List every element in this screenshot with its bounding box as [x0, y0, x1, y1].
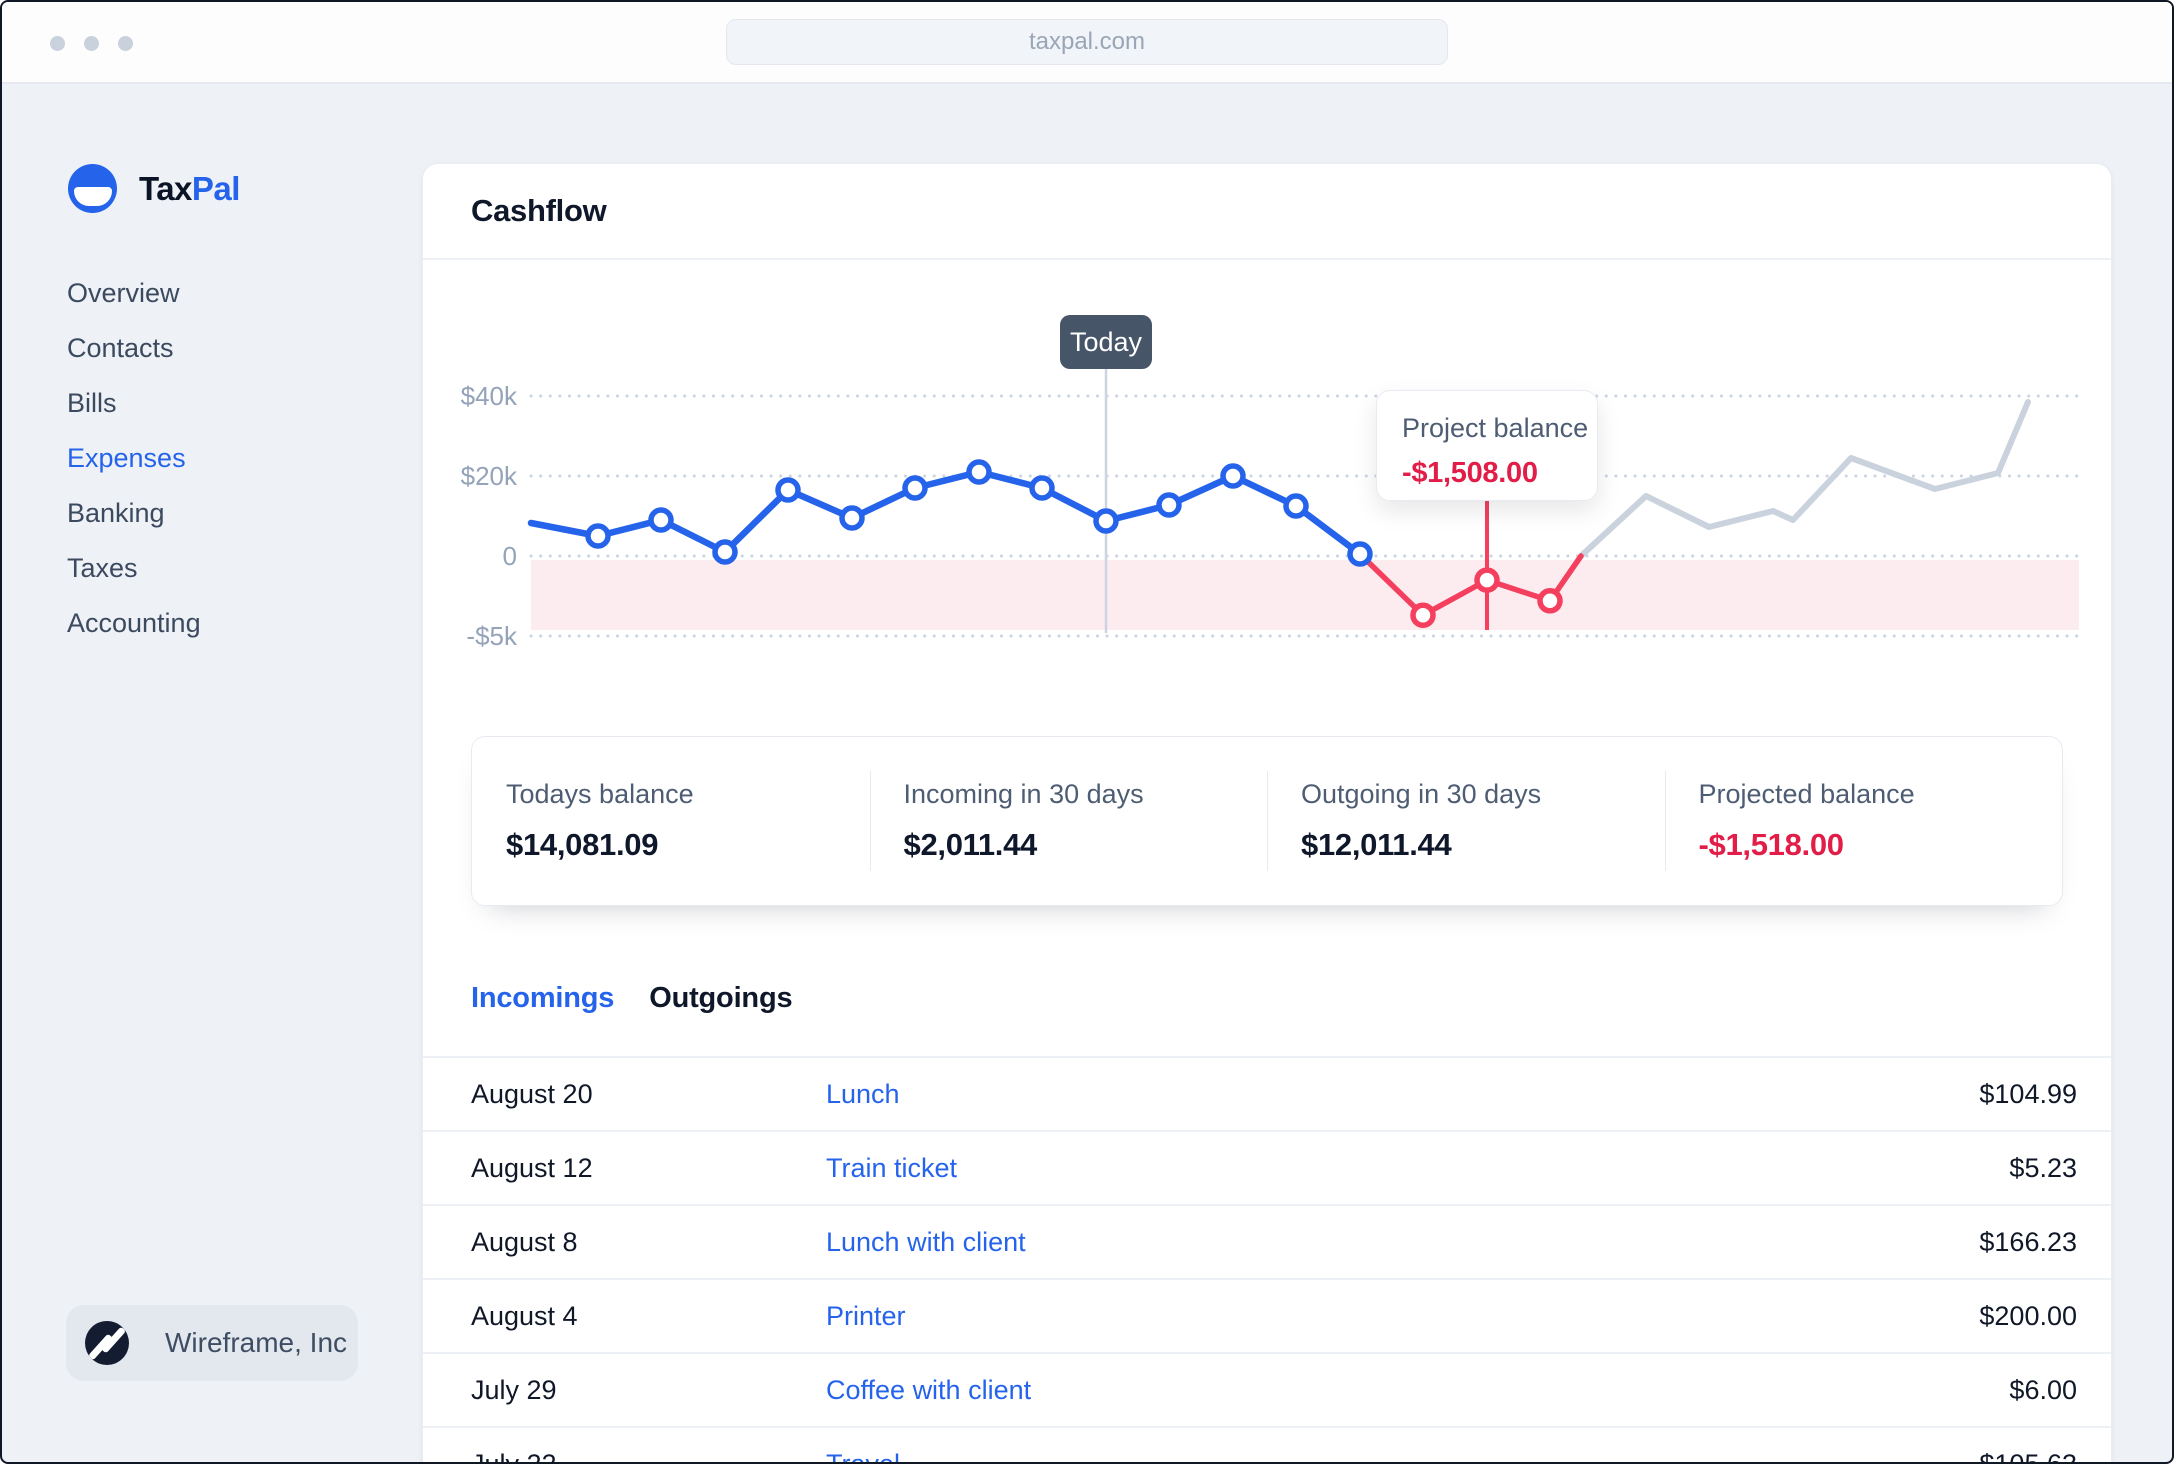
stat-label: Incoming in 30 days: [903, 779, 1144, 809]
address-bar[interactable]: taxpal.com: [726, 19, 1448, 65]
transaction-amount: $166.23: [1979, 1226, 2077, 1257]
company-switcher[interactable]: Wireframe, Inc: [66, 1305, 358, 1381]
stat-value: -$1,518.00: [1698, 827, 1845, 862]
tab-outgoings[interactable]: Outgoings: [649, 982, 793, 1014]
transactions-table: August 20 Lunch $104.99 August 12 Train tick…: [423, 1056, 2111, 1464]
browser-chrome: taxpal.com: [2, 2, 2172, 84]
today-marker: Today: [1060, 315, 1152, 369]
svg-text:-$5k: -$5k: [466, 621, 518, 651]
transaction-link[interactable]: Travel: [826, 1448, 901, 1464]
table-row: July 22 Travel $105.63: [423, 1426, 2111, 1464]
sidebar-item-taxes[interactable]: Taxes: [67, 553, 138, 583]
svg-text:$40k: $40k: [461, 381, 518, 411]
sidebar-item-contacts[interactable]: Contacts: [67, 333, 174, 363]
stat-value: $2,011.44: [903, 827, 1038, 862]
brand[interactable]: TaxPal: [68, 164, 240, 213]
cashflow-chart: $40k $20k 0 -$5k Today Project balance -$1,…: [423, 260, 2113, 736]
stat-incoming-in-30-days: Incoming in 30 days $2,011.44: [869, 737, 1268, 905]
transaction-date: July 29: [471, 1374, 557, 1405]
table-row: July 29 Coffee with client $6.00: [423, 1352, 2111, 1426]
page-background: TaxPal Overview Contacts Bills Expenses Bank…: [2, 86, 2172, 1462]
transactions-tabs: Incomings Outgoings: [471, 982, 793, 1015]
stat-todays-balance: Todays balance $14,081.09: [472, 737, 870, 905]
summary-stats: Todays balance $14,081.09 Incoming in 30 d…: [471, 736, 2063, 906]
transaction-link[interactable]: Printer: [826, 1300, 906, 1331]
transaction-link[interactable]: Lunch with client: [826, 1226, 1026, 1257]
chart-tooltip: Project balance -$1,508.00: [1376, 390, 1598, 501]
stat-value: $12,011.44: [1301, 827, 1452, 862]
sidebar-item-accounting[interactable]: Accounting: [67, 608, 201, 638]
window-control-dot-icon[interactable]: [84, 36, 99, 51]
transaction-amount: $104.99: [1979, 1078, 2077, 1109]
address-bar-url: taxpal.com: [1028, 28, 1146, 55]
stat-label: Outgoing in 30 days: [1301, 779, 1542, 809]
transaction-link[interactable]: Train ticket: [826, 1152, 958, 1183]
sidebar-item-expenses[interactable]: Expenses: [67, 443, 186, 473]
transaction-amount: $105.63: [1979, 1448, 2077, 1464]
transaction-link[interactable]: Lunch: [826, 1078, 900, 1109]
window-control-dot-icon[interactable]: [50, 36, 65, 51]
stat-outgoing-in-30-days: Outgoing in 30 days $12,011.44: [1267, 737, 1665, 905]
transaction-amount: $6.00: [2009, 1374, 2077, 1405]
table-row: August 4 Printer $200.00: [423, 1278, 2111, 1352]
transaction-date: July 22: [471, 1448, 557, 1464]
sidebar-nav: Overview Contacts Bills Expenses Banking Taxe…: [67, 266, 201, 651]
sidebar-item-overview[interactable]: Overview: [67, 278, 180, 308]
window-controls: [50, 36, 133, 51]
svg-text:$20k: $20k: [461, 461, 518, 491]
stat-projected-balance: Projected balance -$1,518.00: [1664, 737, 2063, 905]
brand-name: TaxPal: [139, 169, 240, 207]
sidebar-item-banking[interactable]: Banking: [67, 498, 165, 528]
table-row: August 20 Lunch $104.99: [423, 1056, 2111, 1130]
stat-value: $14,081.09: [506, 827, 659, 862]
transaction-date: August 20: [471, 1078, 593, 1109]
stat-label: Projected balance: [1698, 779, 1915, 809]
svg-text:0: 0: [503, 541, 517, 571]
company-name: Wireframe, Inc: [165, 1327, 348, 1358]
sidebar-item-bills[interactable]: Bills: [67, 388, 117, 418]
tab-incomings[interactable]: Incomings: [471, 982, 615, 1014]
taxpal-logo-icon: [68, 164, 117, 213]
table-row: August 8 Lunch with client $166.23: [423, 1204, 2111, 1278]
transaction-amount: $200.00: [1979, 1300, 2077, 1331]
transaction-link[interactable]: Coffee with client: [826, 1374, 1032, 1405]
tooltip-value: -$1,508.00: [1402, 457, 1538, 489]
stat-label: Todays balance: [506, 779, 694, 809]
cashflow-chart-canvas: $40k $20k 0 -$5k: [461, 369, 2081, 651]
transaction-amount: $5.23: [2009, 1152, 2077, 1183]
transaction-date: August 12: [471, 1152, 593, 1183]
table-row: August 12 Train ticket $5.23: [423, 1130, 2111, 1204]
window-control-dot-icon[interactable]: [118, 36, 133, 51]
transaction-date: August 8: [471, 1226, 578, 1257]
cashflow-card: Cashflow $40k $20k 0 -$5k Today Project bal…: [422, 163, 2113, 1464]
tooltip-title: Project balance: [1402, 413, 1589, 443]
transaction-date: August 4: [471, 1300, 578, 1331]
page-title: Cashflow: [471, 193, 607, 228]
wireframe-logo-icon: [85, 1321, 129, 1365]
card-header: Cashflow: [423, 164, 2111, 260]
